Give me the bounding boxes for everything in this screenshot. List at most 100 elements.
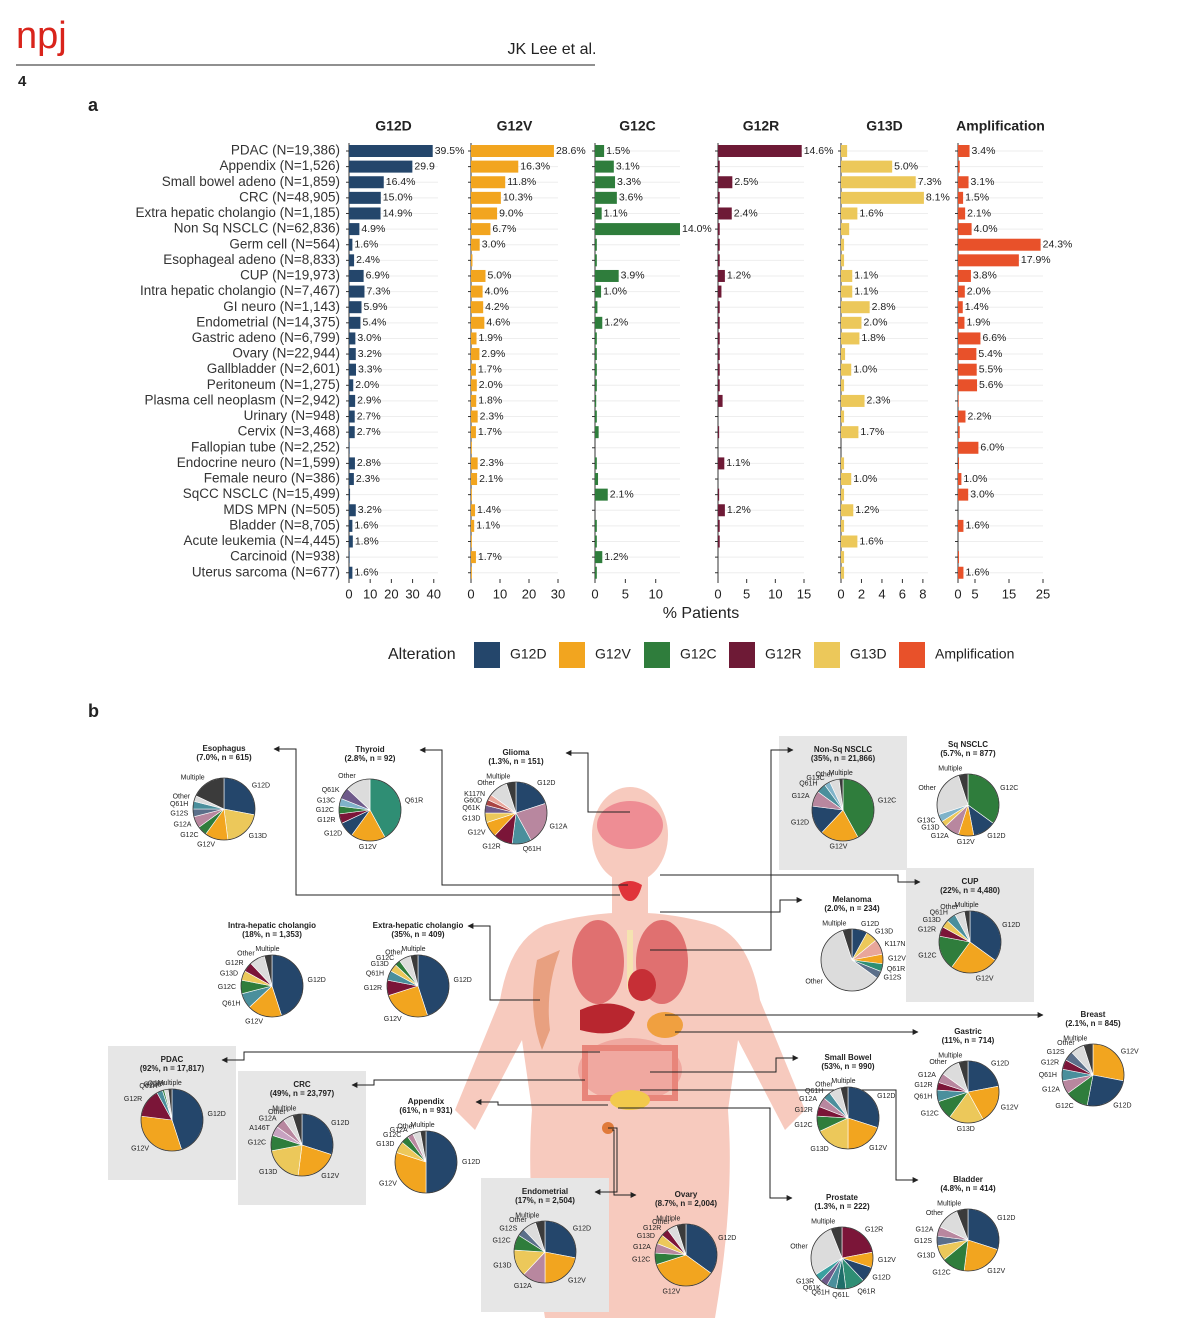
value-label: 1.5% bbox=[606, 145, 630, 157]
x-tick-label: 0 bbox=[714, 586, 721, 601]
pie-outline bbox=[936, 773, 1000, 837]
value-label: 6.7% bbox=[492, 223, 516, 235]
pie-label: G12V bbox=[878, 1257, 896, 1264]
bar bbox=[841, 176, 916, 189]
pie-label: G12R bbox=[865, 1226, 883, 1233]
pie-label: G12A bbox=[1042, 1087, 1060, 1094]
panel-label: a bbox=[88, 95, 99, 115]
pie-label: G13D bbox=[220, 970, 238, 977]
x-tick-label: 40 bbox=[427, 586, 441, 601]
pie-label: G13D bbox=[259, 1169, 277, 1176]
bar bbox=[718, 363, 720, 376]
legend-swatch bbox=[474, 642, 500, 668]
bar bbox=[841, 269, 853, 282]
pie-label: G12C bbox=[1000, 785, 1018, 792]
bar bbox=[718, 254, 720, 267]
row-label: PDAC (N=19,386) bbox=[231, 143, 340, 158]
value-label: 1.8% bbox=[861, 332, 885, 344]
pie-label: Multiple bbox=[822, 920, 846, 927]
value-label: 1.6% bbox=[859, 207, 883, 219]
bar bbox=[349, 207, 381, 220]
value-label: 1.2% bbox=[727, 270, 751, 282]
pie-label: Other bbox=[929, 1059, 947, 1066]
bar bbox=[349, 191, 381, 204]
bar bbox=[471, 488, 472, 501]
bar bbox=[718, 332, 720, 345]
pie-label: Multiple bbox=[656, 1215, 680, 1222]
arrow bbox=[565, 750, 630, 813]
value-label: 2.8% bbox=[357, 457, 381, 469]
pie-label: G12R bbox=[643, 1225, 661, 1232]
legend-label: Amplification bbox=[935, 646, 1014, 662]
pie-label: G12V bbox=[869, 1145, 887, 1152]
pie-label: Multiple bbox=[811, 1218, 835, 1225]
bar bbox=[595, 410, 597, 423]
pie-label: G12C bbox=[218, 984, 236, 991]
bar bbox=[595, 285, 602, 298]
bar bbox=[349, 394, 356, 407]
pie-label: Other bbox=[1057, 1040, 1075, 1047]
pie-label: G12S bbox=[1047, 1049, 1065, 1056]
pie-subtitle: (2.0%, n = 234) bbox=[824, 904, 880, 913]
pie-label: Other bbox=[237, 950, 255, 957]
bar bbox=[349, 379, 354, 392]
pie-label: G12V bbox=[245, 1019, 263, 1026]
facet-title: G12C bbox=[619, 118, 656, 134]
value-label: 7.3% bbox=[918, 176, 942, 188]
pie-label: Multiple bbox=[401, 946, 425, 953]
value-label: 1.1% bbox=[854, 285, 878, 297]
pie-title: Appendix bbox=[408, 1097, 445, 1106]
pie-label: G12C bbox=[248, 1140, 266, 1147]
row-label: MDS MPN (N=505) bbox=[223, 502, 340, 517]
x-tick-label: 15 bbox=[797, 586, 811, 601]
bar bbox=[349, 254, 355, 267]
pie-label: Multiple bbox=[411, 1122, 435, 1129]
bar bbox=[349, 551, 350, 564]
value-label: 1.4% bbox=[965, 301, 989, 313]
x-axis-title: % Patients bbox=[663, 605, 739, 622]
pie-label: G12R bbox=[225, 960, 243, 967]
pie-label: Other bbox=[385, 949, 403, 956]
bar bbox=[958, 441, 979, 454]
pie-outline bbox=[484, 781, 548, 845]
pie-title: Sq NSCLC bbox=[948, 740, 988, 749]
arrow bbox=[618, 1107, 793, 1201]
pie-label: G13D bbox=[810, 1146, 828, 1153]
value-label: 15.0% bbox=[383, 192, 413, 204]
bar bbox=[841, 410, 845, 423]
pie-label: Q61H bbox=[914, 1093, 932, 1100]
bar bbox=[349, 301, 362, 314]
pie-label: G12C bbox=[144, 1081, 162, 1088]
value-label: 3.4% bbox=[972, 145, 996, 157]
value-label: 1.5% bbox=[965, 192, 989, 204]
bar bbox=[958, 519, 964, 532]
pie-title: Endometrial bbox=[522, 1187, 568, 1196]
value-label: 2.0% bbox=[355, 379, 379, 391]
pie-label: G13C bbox=[806, 775, 824, 782]
value-label: 1.2% bbox=[855, 504, 879, 516]
bar bbox=[718, 394, 723, 407]
value-label: 5.0% bbox=[894, 160, 918, 172]
bar bbox=[595, 145, 605, 157]
pie-subtitle: (18%, n = 1,353) bbox=[242, 930, 302, 939]
bar bbox=[471, 519, 475, 532]
pie-label: G12V bbox=[468, 830, 486, 837]
bar bbox=[958, 145, 970, 157]
bar bbox=[958, 551, 960, 564]
pie-label: G12C bbox=[878, 798, 896, 805]
bar bbox=[958, 410, 966, 423]
pie-label: G12S bbox=[884, 975, 902, 982]
pie-label: G12A bbox=[931, 833, 949, 840]
value-label: 5.4% bbox=[362, 317, 386, 329]
pie-label: G60D bbox=[464, 797, 482, 804]
pie-label: G13D bbox=[493, 1262, 511, 1269]
row-label: Fallopian tube (N=2,252) bbox=[191, 439, 340, 454]
bar bbox=[958, 473, 962, 486]
value-label: 3.3% bbox=[358, 363, 382, 375]
legend-swatch bbox=[814, 642, 840, 668]
pie-label: G12D bbox=[861, 921, 879, 928]
value-label: 2.3% bbox=[480, 457, 504, 469]
value-label: 4.2% bbox=[485, 301, 509, 313]
value-label: 24.3% bbox=[1043, 239, 1073, 251]
